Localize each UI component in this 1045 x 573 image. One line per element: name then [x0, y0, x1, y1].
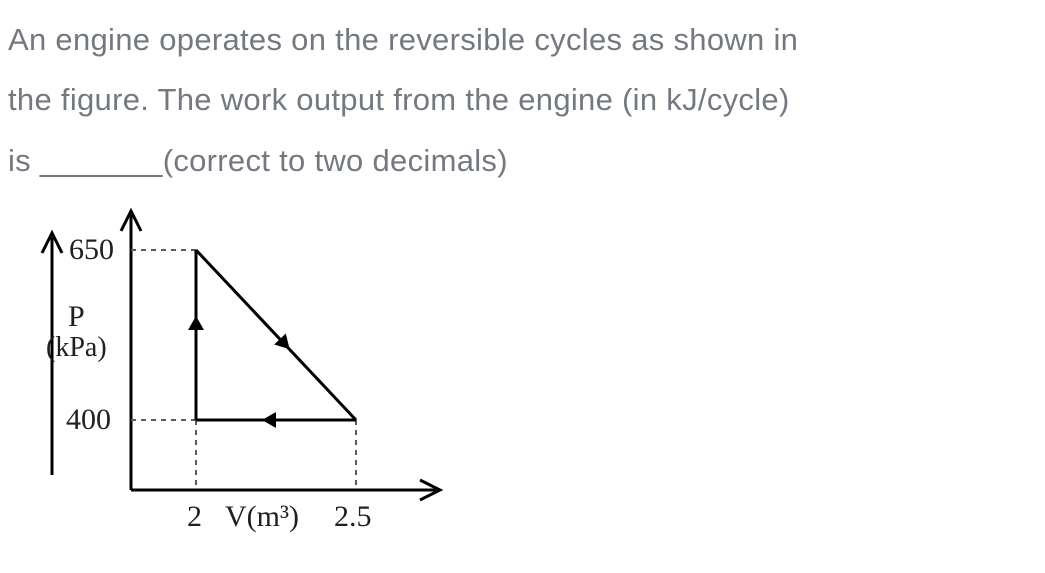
pv-plot — [36, 205, 456, 545]
cycle-arrows — [188, 316, 295, 428]
question-line-3-suffix: (correct to two decimals) — [163, 143, 508, 178]
question-text: An engine operates on the reversible cyc… — [0, 0, 1045, 191]
question-line-1: An engine operates on the reversible cyc… — [8, 22, 798, 57]
question-line-3-prefix: is — [8, 143, 40, 178]
cycle-path — [196, 250, 356, 420]
pv-diagram: 650 P (kPa) 400 2 V(m³) 2.5 — [36, 205, 456, 565]
axes — [121, 211, 440, 500]
question-blank: _______ — [40, 143, 163, 178]
dashed-guides — [131, 250, 356, 490]
question-line-2: the figure. The work output from the eng… — [8, 82, 790, 117]
